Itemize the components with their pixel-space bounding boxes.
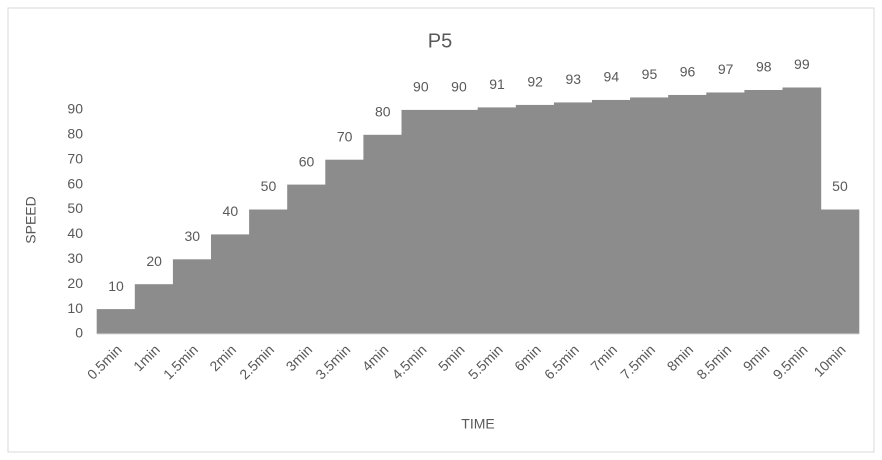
data-label: 97 [718,61,734,77]
y-tick-label: 20 [67,275,83,291]
x-axis-label: TIME [461,416,494,432]
chart-title: P5 [428,30,452,52]
y-axis-label: SPEED [23,196,39,243]
y-tick-label: 50 [67,200,83,216]
y-tick-label: 70 [67,150,83,166]
y-tick-label: 80 [67,126,83,142]
y-tick-label: 10 [67,300,83,316]
data-label: 50 [832,178,848,194]
bar [553,102,593,335]
bar [515,104,555,334]
y-tick-label: 0 [75,325,83,341]
bar [287,184,326,334]
bar [782,87,822,335]
y-tick-label: 60 [67,175,83,191]
bar [439,109,479,335]
data-label: 95 [642,66,658,82]
data-label: 70 [337,128,353,144]
bar [744,89,784,334]
y-tick-label: 30 [67,250,83,266]
data-label: 40 [223,203,239,219]
data-label: 92 [527,74,543,90]
y-tick-label: 90 [67,101,83,117]
data-label: 60 [299,153,315,169]
bar [668,94,707,335]
bar [96,309,136,334]
y-tick-label: 40 [67,225,83,241]
bar [706,92,745,334]
data-label: 10 [108,278,124,294]
bar [401,109,441,335]
data-label: 90 [451,79,467,95]
data-label: 99 [794,56,810,72]
data-label: 98 [756,59,772,75]
data-label: 30 [184,228,200,244]
data-label: 96 [680,64,696,80]
bar [172,259,212,334]
data-label: 20 [146,253,162,269]
bar [134,284,174,334]
bar [630,97,669,334]
bar [363,134,403,334]
bar [477,107,517,334]
bar [211,234,250,334]
data-label: 93 [565,71,581,87]
bar [820,209,860,334]
data-label: 90 [413,79,429,95]
data-label: 94 [604,69,620,85]
bar [249,209,288,334]
bar [592,99,631,334]
bar [325,159,364,334]
data-label: 50 [261,178,277,194]
data-label: 91 [489,76,505,92]
data-label: 80 [375,104,391,120]
